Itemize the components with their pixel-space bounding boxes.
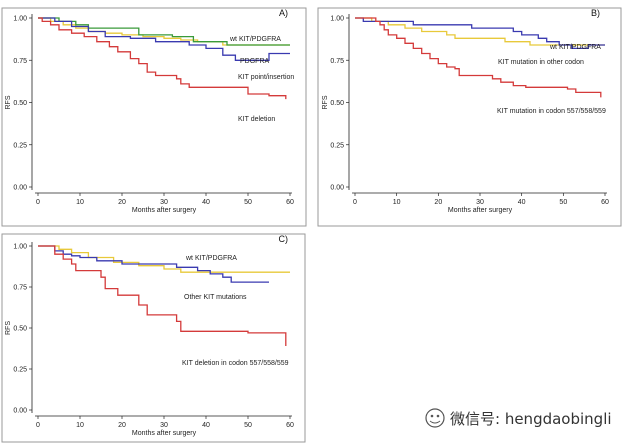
- x-tick-label: 20: [434, 199, 442, 206]
- x-tick-label: 50: [559, 199, 567, 206]
- x-axis-title: Months after surgery: [132, 207, 197, 214]
- y-tick-label: 0.50: [330, 100, 344, 107]
- y-tick-label: 0.75: [13, 285, 27, 292]
- x-tick-label: 40: [202, 422, 210, 429]
- y-axis-title: RFS: [5, 321, 12, 335]
- series-annotation: KIT point/insertion: [238, 74, 294, 81]
- x-tick-label: 30: [160, 199, 168, 206]
- y-tick-label: 0.25: [13, 367, 27, 374]
- y-tick-label: 0.00: [13, 408, 27, 415]
- x-tick-label: 40: [518, 199, 526, 206]
- x-tick-label: 50: [244, 199, 252, 206]
- y-tick-label: 1.00: [13, 16, 27, 23]
- km-series-kit-mutation-in-codon-557-558-559: [355, 17, 602, 98]
- x-tick-label: 10: [76, 422, 84, 429]
- panel-a: A) 0.00 0.25 0.50 0.75 1.00 0 10 20 30 40 50 60 Month…: [1, 7, 307, 227]
- y-tick-label: 1.00: [13, 244, 27, 251]
- panel-b: B) 0.00 0.25 0.50 0.75 1.00 0 10 20 30 40 50 60 Month…: [317, 7, 622, 227]
- series-annotation: KIT mutation in codon 557/558/559: [497, 108, 606, 115]
- x-axis-title: Months after surgery: [132, 430, 197, 437]
- watermark-text: 微信号: hengdaobingli: [450, 410, 612, 428]
- series-annotation: wt KIT/PDGFRA: [229, 36, 281, 43]
- y-tick-label: 0.00: [330, 185, 344, 192]
- x-tick-label: 60: [286, 199, 294, 206]
- km-series-kit-deletion-in-codon-557-558-559: [38, 245, 287, 346]
- x-tick-label: 0: [353, 199, 357, 206]
- series-annotation: PDGFRA: [240, 58, 270, 65]
- panel-frame: [1, 233, 306, 443]
- series-annotation: KIT deletion: [238, 116, 275, 123]
- y-tick-label: 0.00: [13, 185, 27, 192]
- y-tick-label: 0.50: [13, 100, 27, 107]
- y-axis-title: RFS: [5, 95, 12, 109]
- x-tick-label: 40: [202, 199, 210, 206]
- panel-label: A): [279, 8, 288, 18]
- y-tick-label: 0.50: [13, 326, 27, 333]
- y-tick-label: 1.00: [330, 16, 344, 23]
- panel-c: C) 0.00 0.25 0.50 0.75 1.00 0 10 20 30 40 50 60 Month…: [1, 233, 306, 443]
- series-annotation: wt KIT/PDGFRA: [549, 44, 601, 51]
- y-axis-title: RFS: [322, 95, 329, 109]
- x-tick-label: 10: [76, 199, 84, 206]
- km-series-kit-deletion: [38, 17, 287, 100]
- panel-label: C): [279, 234, 289, 244]
- series-annotation: wt KIT/PDGFRA: [185, 255, 237, 262]
- x-tick-label: 50: [244, 422, 252, 429]
- y-tick-label: 0.25: [13, 142, 27, 149]
- km-series-wt-kit-pdgfra: [38, 17, 290, 46]
- wechat-icon: [425, 408, 445, 428]
- km-series-kit-point-insertion: [38, 17, 290, 61]
- panel-label: B): [591, 8, 600, 18]
- km-series-wt-kit-pdgfra: [38, 245, 290, 273]
- x-tick-label: 0: [36, 199, 40, 206]
- panel-frame: [1, 7, 307, 227]
- series-annotation: KIT deletion in codon 557/558/559: [182, 360, 289, 367]
- series-annotation: KIT mutation in other codon: [498, 59, 584, 66]
- x-tick-label: 30: [160, 422, 168, 429]
- y-tick-label: 0.75: [330, 58, 344, 65]
- series-annotation: Other KIT mutations: [184, 294, 247, 301]
- y-tick-label: 0.75: [13, 58, 27, 65]
- x-tick-label: 0: [36, 422, 40, 429]
- x-tick-label: 10: [393, 199, 401, 206]
- panel-frame: [317, 7, 622, 227]
- y-tick-label: 0.25: [330, 142, 344, 149]
- x-tick-label: 20: [118, 199, 126, 206]
- x-tick-label: 20: [118, 422, 126, 429]
- x-tick-label: 60: [601, 199, 609, 206]
- km-series-kit-mutation-in-other-codon: [355, 17, 605, 50]
- x-tick-label: 30: [476, 199, 484, 206]
- x-axis-title: Months after surgery: [448, 207, 513, 214]
- wechat-watermark: 微信号: hengdaobingli: [425, 408, 612, 428]
- x-tick-label: 60: [286, 422, 294, 429]
